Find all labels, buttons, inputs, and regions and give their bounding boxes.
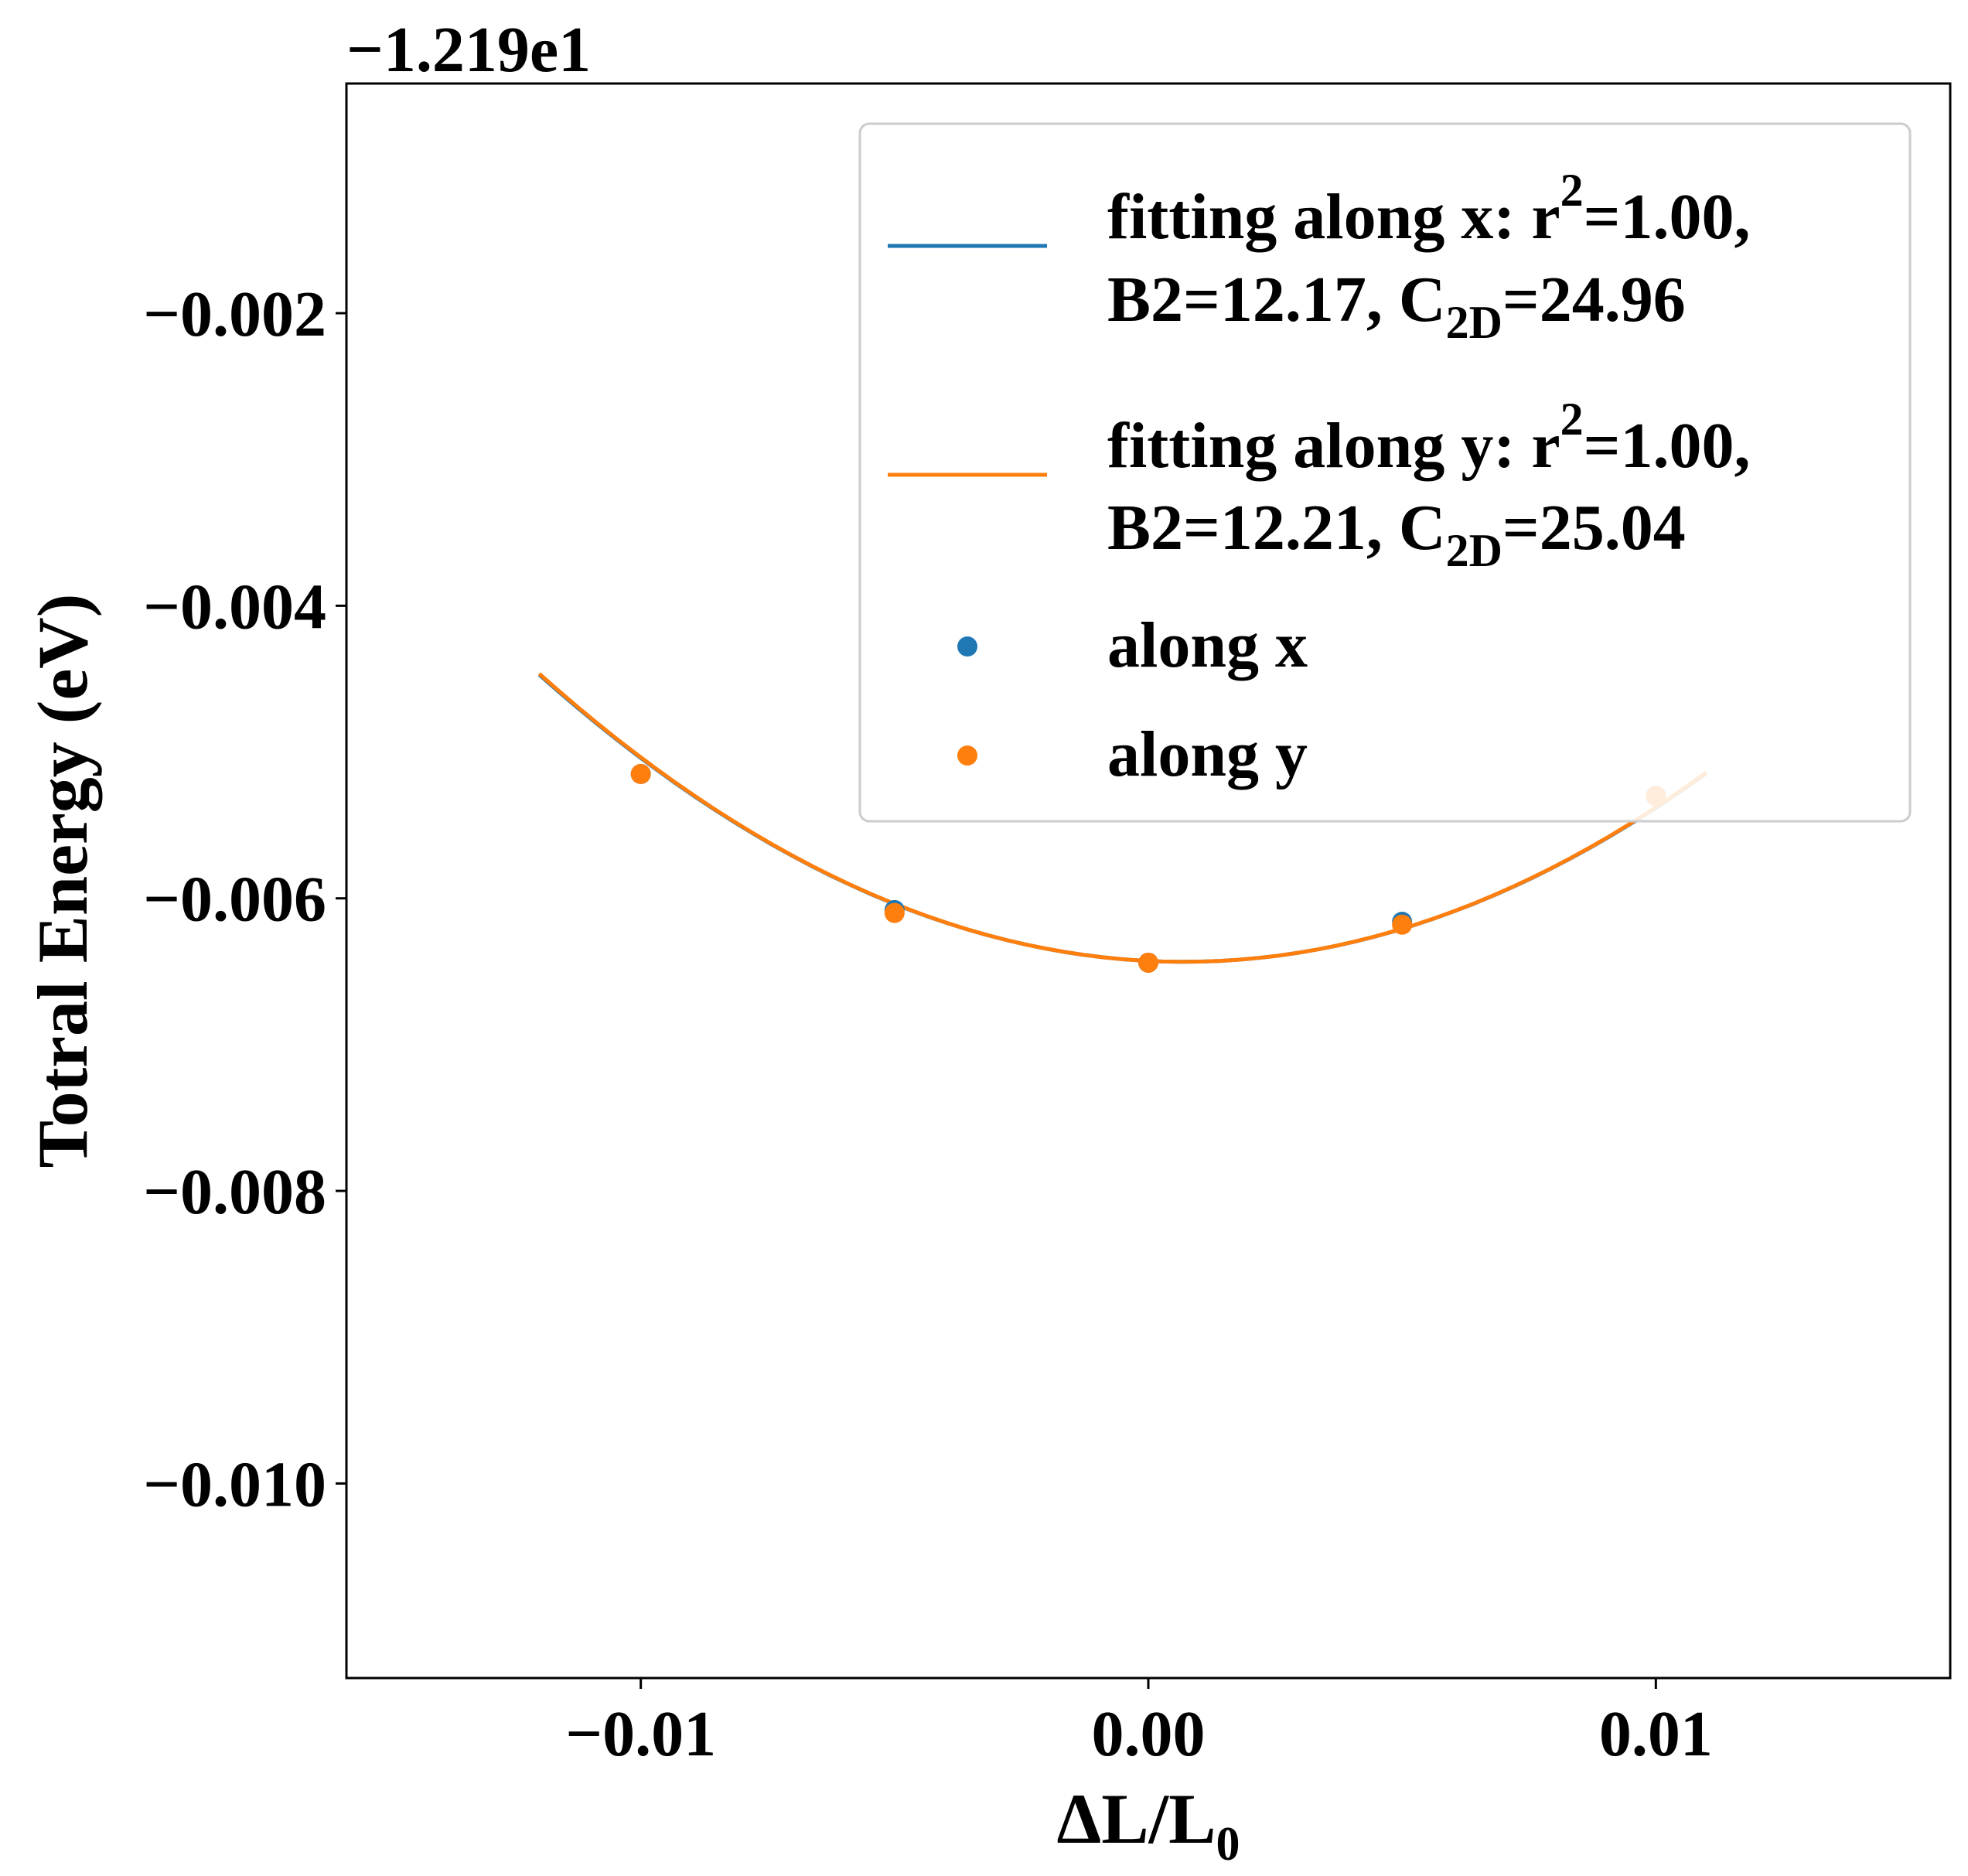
legend-label-fit-x-line2: B2=12.17, C2D=24.96: [1107, 264, 1686, 348]
x-tick-label: −0.01: [565, 1698, 716, 1770]
point-along-y: [630, 763, 651, 784]
y-tick-label: −0.010: [143, 1448, 326, 1520]
legend-label-fit-y-line1: fitting along y: r2=1.00,: [1107, 394, 1751, 482]
legend-box: [858, 122, 1912, 823]
legend: fitting along x: r2=1.00, B2=12.17, C2D=…: [858, 122, 1912, 823]
y-axis-label: Totral Energy (eV): [23, 594, 102, 1168]
y-tick-label: −0.006: [143, 864, 326, 936]
y-tick-label: −0.002: [143, 278, 326, 350]
point-along-y: [884, 902, 905, 923]
y-offset-label: −1.219e1: [346, 14, 591, 86]
legend-marker-along-x: [957, 636, 977, 657]
legend-label-along-x: along x: [1107, 609, 1308, 681]
legend-label-along-y: along y: [1107, 718, 1308, 790]
point-along-y: [1138, 952, 1158, 973]
ticks-layer: −0.01 0.00 0.01 −0.002 −0.004 −0.006 −0.008 −0.…: [143, 278, 1713, 1770]
fit-curve-y: [537, 672, 1708, 964]
legend-marker-along-y: [957, 745, 977, 766]
y-tick-label: −0.008: [143, 1156, 326, 1228]
x-axis-label-main: ΔL/L: [1057, 1779, 1216, 1858]
x-axis-label: ΔL/L0: [1057, 1779, 1240, 1871]
x-tick-label: 0.00: [1092, 1698, 1206, 1770]
x-tick-label: 0.01: [1599, 1698, 1713, 1770]
point-along-y: [1392, 914, 1413, 935]
plot-frame: [345, 82, 1952, 1680]
x-axis-label-sub: 0: [1216, 1818, 1240, 1871]
legend-label-fit-x-line1: fitting along x: r2=1.00,: [1107, 165, 1751, 253]
y-tick-label: −0.004: [143, 571, 326, 643]
legend-label-fit-y-line2: B2=12.21, C2D=25.04: [1107, 492, 1686, 576]
